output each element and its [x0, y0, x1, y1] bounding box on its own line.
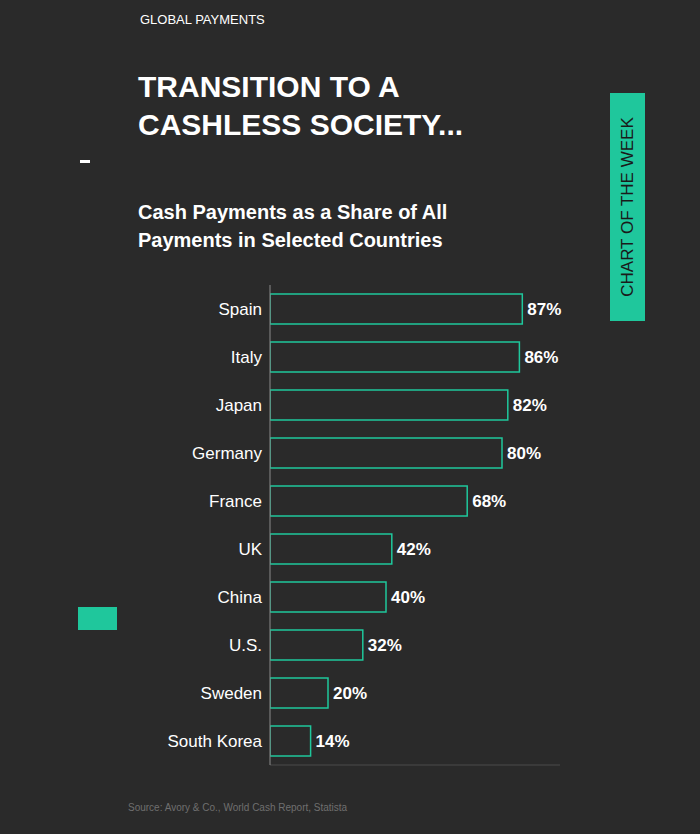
html-text:GLOBAL PAYMENTS: GLOBAL PAYMENTS	[140, 12, 265, 27]
svg-text:Sweden: Sweden	[201, 684, 262, 703]
svg-text:14%: 14%	[316, 732, 350, 751]
svg-text:Germany: Germany	[192, 444, 262, 463]
svg-text:80%: 80%	[507, 444, 541, 463]
svg-text:France: France	[209, 492, 262, 511]
html-text:Cash Payments as a Share of Al: Cash Payments as a Share of All Payments…	[138, 201, 448, 251]
svg-text:68%: 68%	[472, 492, 506, 511]
html-text:TRANSITION TO A CASHLESS SOCIE: TRANSITION TO A CASHLESS SOCIETY...	[138, 70, 464, 141]
svg-text:86%: 86%	[524, 348, 558, 367]
svg-text:20%: 20%	[333, 684, 367, 703]
html-text:Source: Avory & Co., World Cas: Source: Avory & Co., World Cash Report, …	[128, 802, 348, 813]
svg-text:South Korea: South Korea	[167, 732, 262, 751]
svg-text:U.S.: U.S.	[229, 636, 262, 655]
svg-text:82%: 82%	[513, 396, 547, 415]
svg-text:87%: 87%	[527, 300, 561, 319]
svg-text:Italy: Italy	[231, 348, 263, 367]
svg-text:Spain: Spain	[219, 300, 262, 319]
svg-text:UK: UK	[238, 540, 262, 559]
svg-text:China: China	[218, 588, 263, 607]
svg-text:Japan: Japan	[216, 396, 262, 415]
html-text:CHART OF THE WEEK: CHART OF THE WEEK	[617, 117, 637, 297]
svg-text:32%: 32%	[368, 636, 402, 655]
svg-text:40%: 40%	[391, 588, 425, 607]
svg-text:42%: 42%	[397, 540, 431, 559]
